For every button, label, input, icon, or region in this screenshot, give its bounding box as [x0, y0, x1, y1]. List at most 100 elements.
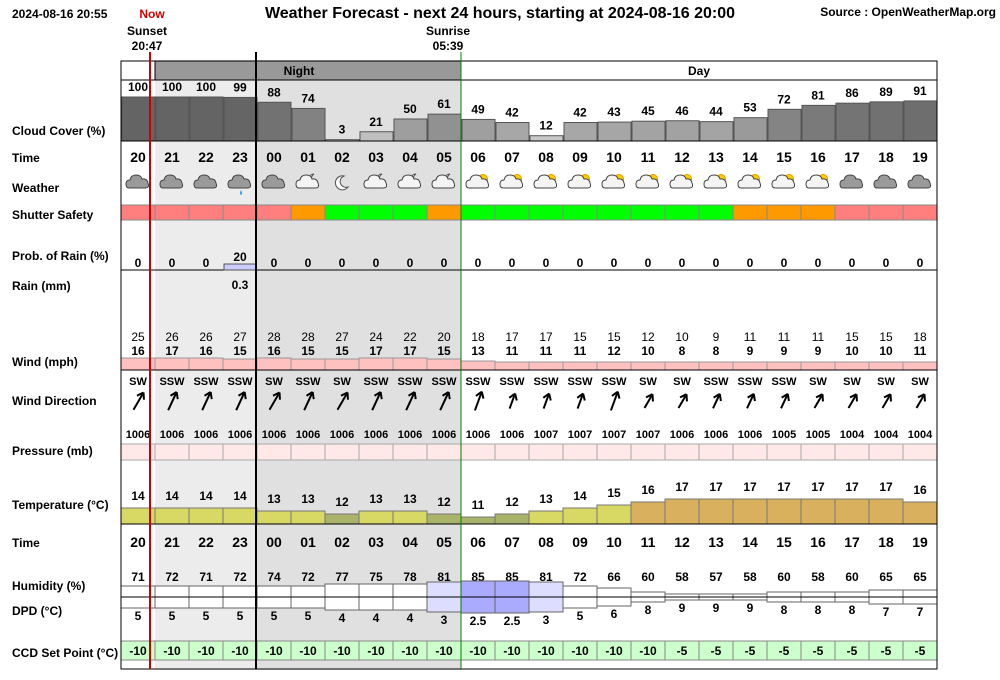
- cloud-sun-icon: [703, 174, 728, 189]
- cloud-bar: [461, 118, 496, 142]
- wind-direction-label: SSW: [295, 376, 321, 388]
- dpd-value: 5: [271, 609, 278, 623]
- cloud-bar: [631, 120, 666, 142]
- cloud-bar: [835, 102, 870, 142]
- wind-speed: 17: [403, 344, 417, 358]
- ccd-value: -10: [299, 644, 317, 658]
- arrow-shaft: [508, 395, 516, 409]
- wind-gust: 28: [301, 330, 315, 344]
- rain-prob-value: 0: [747, 256, 754, 270]
- dpd-value: 2.5: [470, 614, 487, 628]
- wind-gust: 15: [879, 330, 893, 344]
- humidity-value: 57: [709, 570, 723, 584]
- pressure-cell: [528, 443, 564, 461]
- wind-gust: 11: [744, 330, 757, 344]
- pressure-value: 1006: [738, 429, 762, 441]
- time-label: 23: [232, 534, 248, 550]
- wind-arrow-icon: [508, 392, 518, 409]
- cloud-shape: [227, 174, 252, 189]
- wind-gust: 15: [845, 330, 859, 344]
- arrow-shaft: [712, 395, 720, 409]
- rain-prob-value: 0: [373, 256, 380, 270]
- time-label: 09: [572, 534, 588, 550]
- row-label-humidity: Humidity (%): [12, 579, 85, 593]
- wind-gust: 22: [403, 330, 417, 344]
- wind-bar: [664, 361, 700, 371]
- temperature-value: 17: [743, 480, 757, 494]
- wind-bar: [528, 361, 564, 371]
- moon-shape: [334, 175, 350, 191]
- temperature-bar: [732, 498, 768, 525]
- humidity-value: 58: [675, 570, 689, 584]
- humidity-value: 58: [811, 570, 825, 584]
- wind-bar: [868, 361, 904, 371]
- wind-bar: [188, 357, 224, 371]
- arrow-head: [917, 393, 926, 402]
- wind-bar: [324, 358, 360, 371]
- shutter-cell: [358, 204, 394, 221]
- pressure-value: 1006: [398, 429, 422, 441]
- cloud-value: 45: [641, 104, 655, 118]
- temperature-bar: [188, 507, 224, 525]
- row-label-wind: Wind (mph): [12, 355, 78, 369]
- dpd-value: 3: [441, 613, 448, 627]
- cloud-shape: [771, 174, 796, 189]
- wind-speed: 12: [607, 344, 621, 358]
- wind-gust: 17: [505, 330, 519, 344]
- dpd-value: 2.5: [504, 614, 521, 628]
- time-label: 13: [708, 149, 724, 165]
- pressure-value: 1005: [806, 429, 830, 441]
- source-label: Source : OpenWeatherMap.org: [820, 5, 996, 19]
- temperature-bar: [290, 510, 326, 525]
- ccd-value: -10: [367, 644, 385, 658]
- humidity-value: 77: [335, 570, 349, 584]
- temperature-bar: [154, 507, 190, 525]
- temperature-value: 17: [777, 480, 791, 494]
- arrow-shaft: [881, 395, 891, 409]
- arrow-head: [373, 391, 383, 400]
- rain-prob-value: 0: [475, 256, 482, 270]
- pressure-value: 1006: [296, 429, 320, 441]
- temperature-value: 13: [403, 492, 417, 506]
- ccd-value: -5: [779, 644, 790, 658]
- arrow-shaft: [405, 393, 415, 411]
- dpd-value: 9: [679, 601, 686, 615]
- shutter-cell: [766, 204, 802, 221]
- row-label-cloud: Cloud Cover (%): [12, 124, 105, 138]
- pressure-cell: [324, 443, 360, 461]
- rain-prob-value: 0: [815, 256, 822, 270]
- rain-prob-value: 0: [883, 256, 890, 270]
- humidity-value: 72: [301, 570, 315, 584]
- dpd-value: 5: [305, 609, 312, 623]
- time-label: 00: [266, 149, 282, 165]
- pressure-value: 1007: [636, 429, 660, 441]
- arrow-shaft: [201, 393, 211, 411]
- rain-prob-value: 0: [509, 256, 516, 270]
- ccd-value: -10: [333, 644, 351, 658]
- time-label: 09: [572, 149, 588, 165]
- dpd-value: 5: [203, 609, 210, 623]
- time-label: 02: [334, 149, 350, 165]
- wind-speed: 10: [845, 344, 859, 358]
- pressure-cell: [766, 443, 802, 461]
- cloud-shape: [193, 174, 218, 189]
- arrow-head: [542, 392, 552, 401]
- cloud-value: 72: [777, 92, 791, 106]
- wind-direction-label: SSW: [159, 376, 185, 388]
- time-label: 11: [641, 534, 656, 550]
- wind-gust: 28: [267, 330, 281, 344]
- wind-arrow-icon: [542, 392, 552, 409]
- cloud-value: 44: [709, 105, 723, 119]
- temperature-value: 17: [811, 480, 825, 494]
- rain-prob-value: 0: [339, 256, 346, 270]
- cloud-moon-icon: [431, 173, 456, 189]
- cloud-bar: [291, 107, 326, 142]
- ccd-value: -10: [571, 644, 589, 658]
- wind-bar: [256, 357, 292, 371]
- time-label: 12: [674, 149, 690, 165]
- time-label: 12: [674, 534, 690, 550]
- arrow-head: [679, 393, 688, 402]
- wind-gust: 26: [165, 330, 179, 344]
- rain-prob-value: 0: [577, 256, 584, 270]
- wind-bar: [766, 361, 802, 371]
